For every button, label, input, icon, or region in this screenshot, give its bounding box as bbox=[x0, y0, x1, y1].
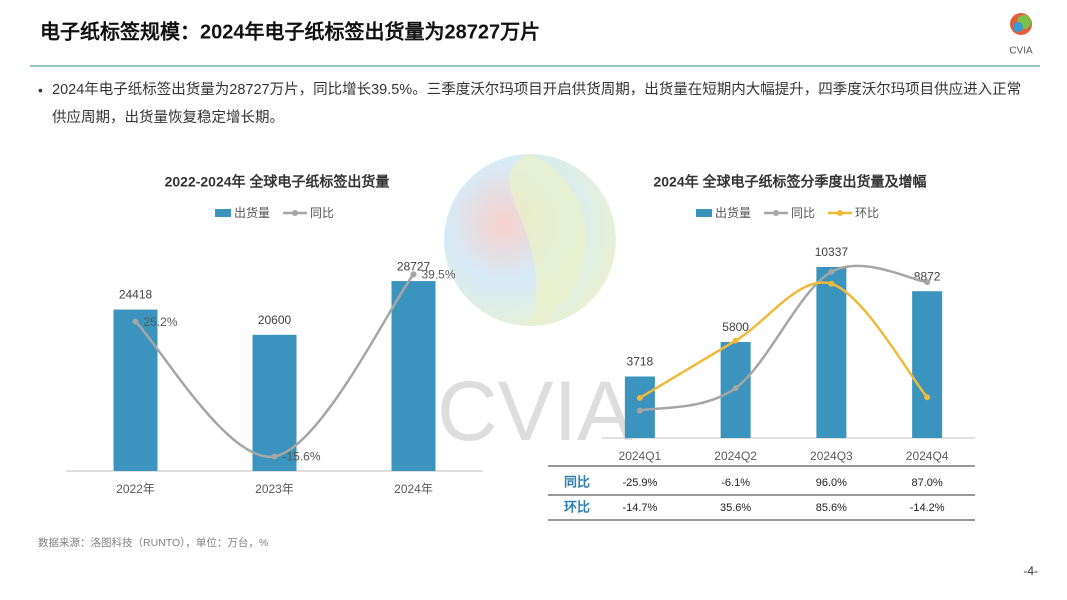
x-tick-label: 2024年 bbox=[394, 482, 433, 496]
table-cell: 96.0% bbox=[816, 477, 847, 489]
table-cell: -6.1% bbox=[721, 477, 750, 489]
bar bbox=[624, 376, 655, 438]
table-cell: 87.0% bbox=[912, 477, 943, 489]
bar-value-label: 20600 bbox=[258, 313, 292, 327]
legend-swatch bbox=[215, 209, 231, 217]
bar bbox=[252, 334, 297, 471]
line-marker bbox=[636, 394, 643, 401]
bullet-text: 2024年电子纸标签出货量为28727万片，同比增长39.5%。三季度沃尔玛项目… bbox=[52, 82, 1022, 126]
bar-value-label: 28727 bbox=[397, 259, 431, 273]
legend-label: 出货量 bbox=[715, 205, 751, 220]
line-value-label: -15.6% bbox=[283, 450, 321, 464]
table-cell: -14.2% bbox=[910, 502, 945, 514]
line-series bbox=[639, 264, 928, 412]
table-row-header: 环比 bbox=[564, 499, 590, 514]
x-tick-label: 2023年 bbox=[255, 482, 294, 496]
x-tick-label: 2024Q2 bbox=[714, 449, 757, 463]
bullet-dot: • bbox=[38, 82, 43, 98]
line-marker bbox=[828, 268, 835, 275]
bar bbox=[816, 266, 847, 438]
page-number: -4- bbox=[1023, 564, 1038, 578]
x-tick-label: 2024Q1 bbox=[619, 449, 662, 463]
chart-title: 2022-2024年 全球电子纸标签出货量 bbox=[165, 174, 390, 190]
chart-title: 2024年 全球电子纸标签分季度出货量及增幅 bbox=[653, 174, 926, 190]
legend-label: 同比 bbox=[791, 206, 815, 220]
bar bbox=[113, 309, 158, 471]
bar-value-label: 5800 bbox=[722, 320, 749, 334]
line-value-label: 25.2% bbox=[144, 315, 178, 329]
bar-value-label: 24418 bbox=[119, 288, 153, 302]
table-cell: -25.9% bbox=[622, 477, 657, 489]
line-marker bbox=[732, 337, 739, 344]
logo-icon-part bbox=[1013, 22, 1023, 32]
legend-swatch bbox=[696, 209, 712, 217]
line-marker bbox=[410, 271, 417, 278]
slide-title: 电子纸标签规模：2024年电子纸标签出货量为28727万片 bbox=[40, 19, 540, 43]
legend-marker bbox=[837, 210, 843, 216]
x-tick-label: 2022年 bbox=[116, 482, 155, 496]
table-cell: 35.6% bbox=[720, 502, 751, 514]
line-marker bbox=[132, 318, 139, 325]
x-tick-label: 2024Q4 bbox=[906, 449, 949, 463]
line-marker bbox=[636, 407, 643, 414]
bar bbox=[391, 281, 436, 471]
source: 数据来源：洛图科技（RUNTO），单位：万台，% bbox=[38, 536, 268, 549]
line-marker bbox=[271, 453, 278, 460]
table-row-header: 同比 bbox=[564, 474, 590, 489]
line-marker bbox=[924, 279, 931, 286]
table-cell: 85.6% bbox=[816, 502, 847, 514]
line-marker bbox=[732, 385, 739, 392]
watermark-logo-part bbox=[508, 154, 587, 326]
legend-marker bbox=[773, 210, 779, 216]
legend-label: 环比 bbox=[855, 206, 879, 220]
bar bbox=[912, 291, 943, 438]
table-cell: -14.7% bbox=[622, 502, 657, 514]
x-tick-label: 2024Q3 bbox=[810, 449, 853, 463]
logo-text: CVIA bbox=[1009, 46, 1033, 57]
watermark-text: CVIA bbox=[437, 364, 633, 458]
line-marker bbox=[828, 280, 835, 287]
line-value-label: 39.5% bbox=[422, 267, 456, 281]
line-marker bbox=[924, 394, 931, 401]
legend-label: 同比 bbox=[310, 206, 334, 220]
bar-value-label: 3718 bbox=[627, 355, 654, 369]
line-series bbox=[639, 281, 929, 399]
legend-label: 出货量 bbox=[234, 205, 270, 220]
bar-value-label: 10337 bbox=[815, 245, 849, 259]
legend-marker bbox=[292, 210, 298, 216]
